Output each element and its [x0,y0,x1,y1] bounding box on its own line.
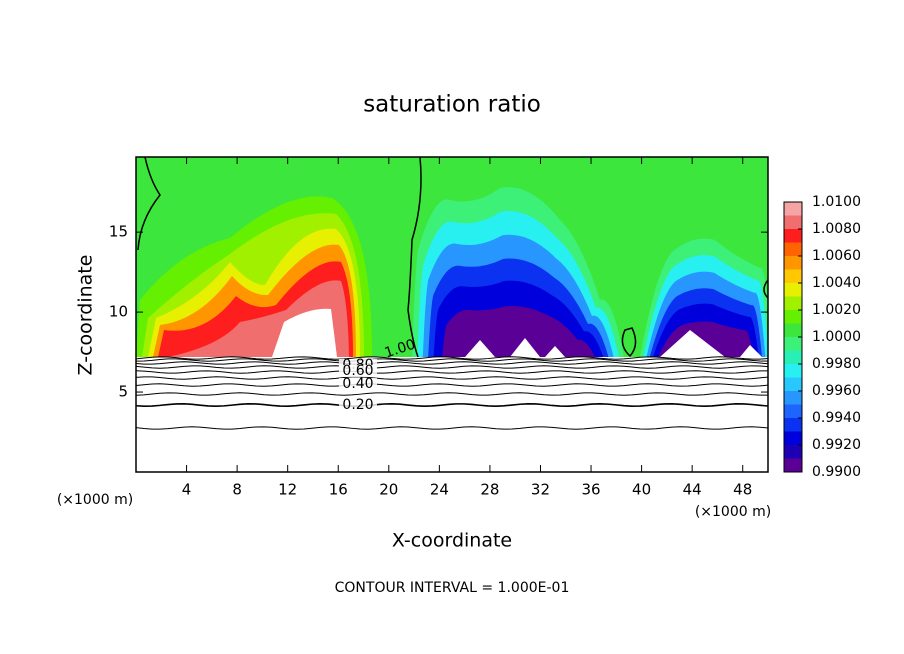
contour-line [136,383,768,387]
y-tick-label: 10 [109,303,128,321]
contour-label-bg [339,365,377,377]
colorbar-band [784,269,802,283]
colorbar-tick-label: 0.9980 [812,356,861,372]
colorbar-tick-label: 1.0060 [812,248,861,264]
y-tick-label: 5 [118,383,128,401]
colorbar-band [784,242,802,256]
contour-line [136,361,768,365]
x-tick-label: 20 [379,481,398,499]
terrain [136,357,768,472]
colorbar-band [784,323,802,337]
colorbar-band [784,458,802,472]
contour-line [136,356,768,360]
footer-note: CONTOUR INTERVAL = 1.000E-01 [335,580,570,596]
contour-line [137,157,161,251]
colorbar-tick-label: 1.0100 [812,194,861,210]
contour-line [407,157,422,358]
x-tick-label: 28 [480,481,499,499]
x-tick-label: 40 [632,481,651,499]
colorbar-band [784,404,802,418]
terrain [510,338,540,357]
x-tick-label: 48 [733,481,752,499]
contour-label: 0.60 [342,363,373,379]
y-axis-label: Z-coordinate [75,255,97,376]
colorbar-tick-label: 0.9960 [812,383,861,399]
chart-title: saturation ratio [363,92,541,118]
contour-label: 0.40 [342,376,373,392]
terrain [660,330,725,357]
overlay: 1.000.800.600.400.2048121620242832364044… [109,156,861,499]
colorbar-band [784,310,802,324]
contour-line [136,358,768,362]
colorbar-band [784,364,802,378]
field [136,157,768,472]
colorbar-band [784,202,802,216]
contour-label: 0.20 [342,397,373,413]
contour-label-bg [339,399,377,411]
contour-line [136,392,768,396]
x-tick-label: 32 [531,481,550,499]
colorbar-band [784,418,802,432]
x-tick-label: 36 [581,481,600,499]
colorbar-tick-label: 0.9940 [812,410,861,426]
contour-line [136,376,768,380]
colorbar-band [784,215,802,229]
contour-line [136,426,768,430]
terrain [465,340,495,357]
x-tick-label: 24 [430,481,449,499]
x-tick-label: 16 [329,481,348,499]
contour-line [621,327,637,358]
colorbar-band [784,445,802,459]
contour-line [136,370,768,374]
x-tick-label: 12 [278,481,297,499]
colorbar-band [784,350,802,364]
terrain [740,345,762,357]
colorbar-tick-label: 1.0080 [812,221,861,237]
colorbar-tick-label: 1.0020 [812,302,861,318]
x-axis-label: X-coordinate [392,530,512,552]
colorbar-band [784,283,802,297]
contour-line [136,365,768,369]
colorbar-tick-label: 0.9900 [812,464,861,480]
colorbar-band [784,377,802,391]
colorbar-tick-label: 1.0000 [812,329,861,345]
colorbar-band [784,229,802,243]
colorbar-tick-label: 0.9920 [812,437,861,453]
x-unit-label: (×1000 m) [695,504,771,520]
colorbar-tick-label: 1.0040 [812,275,861,291]
x-unit-label: (×1000 m) [57,492,133,508]
colorbar-band [784,256,802,270]
y-tick-label: 15 [109,223,128,241]
colorbar-band [784,337,802,351]
terrain [545,346,565,357]
colorbar-band [784,431,802,445]
contour-label-bg [339,378,377,390]
colorbar-band [784,391,802,405]
contour-line [136,402,768,408]
x-tick-label: 8 [232,481,242,499]
x-tick-label: 44 [683,481,702,499]
x-tick-label: 4 [182,481,192,499]
contour-line [763,279,768,299]
colorbar-band [784,296,802,310]
terrain [272,308,337,357]
plot-frame [135,156,769,473]
